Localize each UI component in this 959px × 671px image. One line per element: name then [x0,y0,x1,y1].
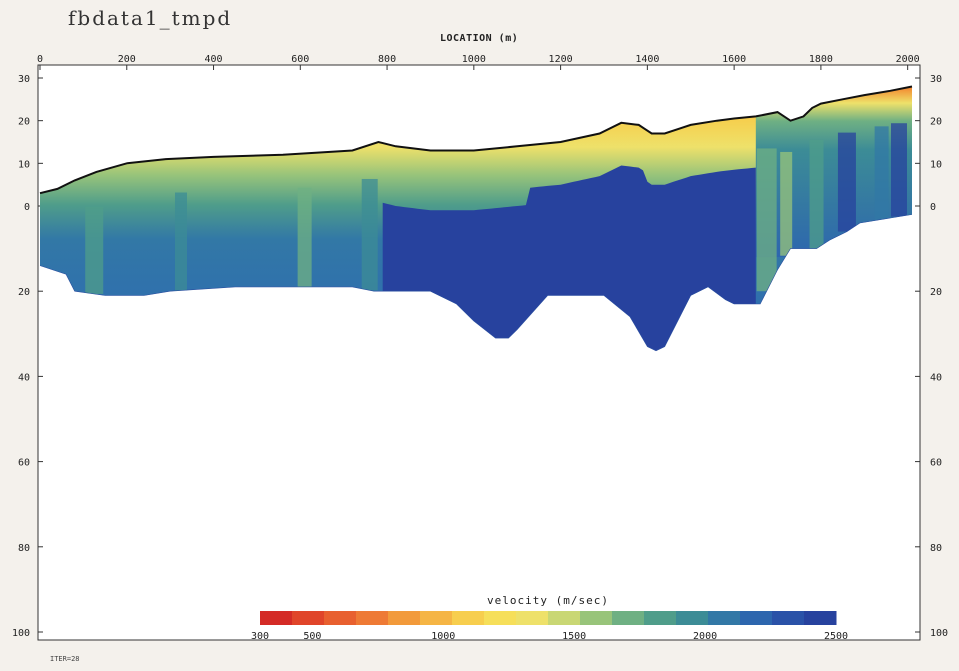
colorbar-swatch [516,611,549,625]
right-y-tick-label: 10 [930,159,942,170]
velocity-streak [361,178,378,291]
right-y-tick-label: 60 [930,458,942,469]
x-tick-label: 2000 [896,54,920,65]
colorbar-tick-label: 2000 [693,631,717,642]
velocity-streak [874,126,889,220]
colorbar-swatch [676,611,709,625]
colorbar-swatch [548,611,581,625]
model-bottom-edge [39,214,913,352]
velocity-streak [837,132,856,232]
colorbar-tick-label: 1000 [431,631,455,642]
colorbar-tick-label: 1500 [562,631,586,642]
colorbar-swatch [772,611,805,625]
velocity-streak [756,148,777,292]
x-tick-label: 400 [205,54,223,65]
velocity-streak [809,139,824,249]
right-y-tick-label: 30 [930,74,942,85]
colorbar-swatch [484,611,517,625]
colorbar-swatch [356,611,389,625]
colorbar-tick-label: 500 [303,631,321,642]
chart-title: fbdata1_tmpd [68,6,233,30]
right-y-tick-label: 80 [930,543,942,554]
x-axis-ticks: 0 200 400 600 800 1000 1200 1400 1600 1800 2000 [37,54,920,70]
left-y-tick-label: 20 [18,287,30,298]
velocity-streak [890,123,907,217]
x-tick-label: 1200 [549,54,573,65]
surface-topography-line [39,85,913,195]
x-tick-label: 1600 [722,54,746,65]
left-y-tick-label: 10 [18,159,30,170]
x-tick-label: 1000 [462,54,486,65]
colorbar-swatch [388,611,421,625]
iteration-note: ITER=28 [50,655,80,663]
right-y-tick-label: 0 [930,202,936,213]
velocity-streak [174,192,187,291]
right-y-tick-label: 100 [930,628,948,639]
velocity-streaks [85,123,907,294]
velocity-streak [85,206,104,294]
x-tick-label: 1400 [635,54,659,65]
colorbar-tick-label: 300 [251,631,269,642]
left-y-tick-label: 0 [24,202,30,213]
left-y-tick-label: 80 [18,543,30,554]
colorbar-title: velocity (m/sec) [487,594,609,607]
colorbar-swatch [324,611,357,625]
left-y-tick-label: 100 [12,628,30,639]
colorbar-swatch [612,611,645,625]
colorbar-swatch [644,611,677,625]
colorbar-swatch [292,611,325,625]
colorbar-swatch [804,611,837,625]
colorbar-swatch [580,611,613,625]
velocity-streak [780,151,793,256]
x-tick-label: 800 [378,54,396,65]
velocity-deep-basement [382,165,756,351]
colorbar-swatch [420,611,453,625]
left-y-tick-label: 30 [18,74,30,85]
left-y-tick-label: 60 [18,458,30,469]
velocity-streak [297,187,312,287]
colorbar-swatch [740,611,773,625]
x-tick-label: 0 [37,54,43,65]
left-y-tick-label: 20 [18,117,30,128]
x-tick-label: 200 [118,54,136,65]
x-axis-label: LOCATION (m) [440,33,519,44]
colorbar-swatch [260,611,293,625]
colorbar-swatch [452,611,485,625]
right-y-tick-label: 20 [930,287,942,298]
right-y-tick-label: 20 [930,117,942,128]
colorbar-swatch [708,611,741,625]
right-y-tick-label: 40 [930,372,942,383]
colorbar-tick-label: 2500 [824,631,848,642]
x-tick-label: 1800 [809,54,833,65]
left-y-tick-label: 40 [18,372,30,383]
colorbar: 300 500 1000 1500 2000 2500 [251,611,848,642]
x-tick-label: 600 [291,54,309,65]
